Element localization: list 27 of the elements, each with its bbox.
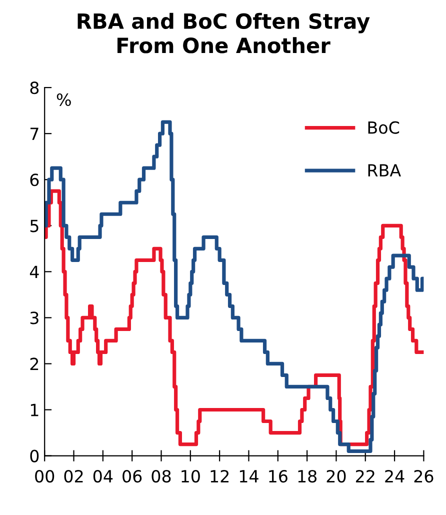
y-tick-label: 7 (30, 128, 38, 140)
x-tick-label: 06 (122, 470, 142, 483)
y-tick-label: 3 (30, 312, 38, 324)
y-axis-title: % (56, 93, 71, 106)
x-tick-label: 10 (182, 470, 200, 483)
y-tick-label: 4 (30, 266, 39, 278)
x-tick-label: 22 (356, 470, 374, 482)
x-tick-label: 00 (35, 470, 54, 483)
x-tick-label: 08 (152, 470, 171, 483)
y-tick-label: 0 (30, 450, 39, 462)
legend-label: BoC (368, 121, 400, 134)
x-tick-label: 02 (64, 470, 83, 483)
y-tick-label: 8 (30, 82, 39, 94)
x-tick-label: 26 (414, 470, 434, 483)
x-tick-label: 24 (385, 470, 404, 482)
y-tick-label: 5 (30, 220, 38, 232)
x-tick-label: 20 (326, 470, 346, 483)
x-tick-label: 16 (269, 470, 288, 483)
x-tick-label: 18 (298, 470, 317, 483)
legend-label: RBA (368, 164, 401, 176)
x-tick-label: 04 (93, 470, 113, 483)
y-tick-label: 1 (30, 404, 38, 416)
y-tick-label: 6 (30, 174, 39, 186)
x-tick-label: 14 (240, 470, 258, 482)
x-tick-label: 12 (210, 470, 229, 482)
chart-title: RBA and BoC Often Stray From One Another (78, 12, 370, 54)
y-tick-label: 2 (30, 358, 38, 370)
